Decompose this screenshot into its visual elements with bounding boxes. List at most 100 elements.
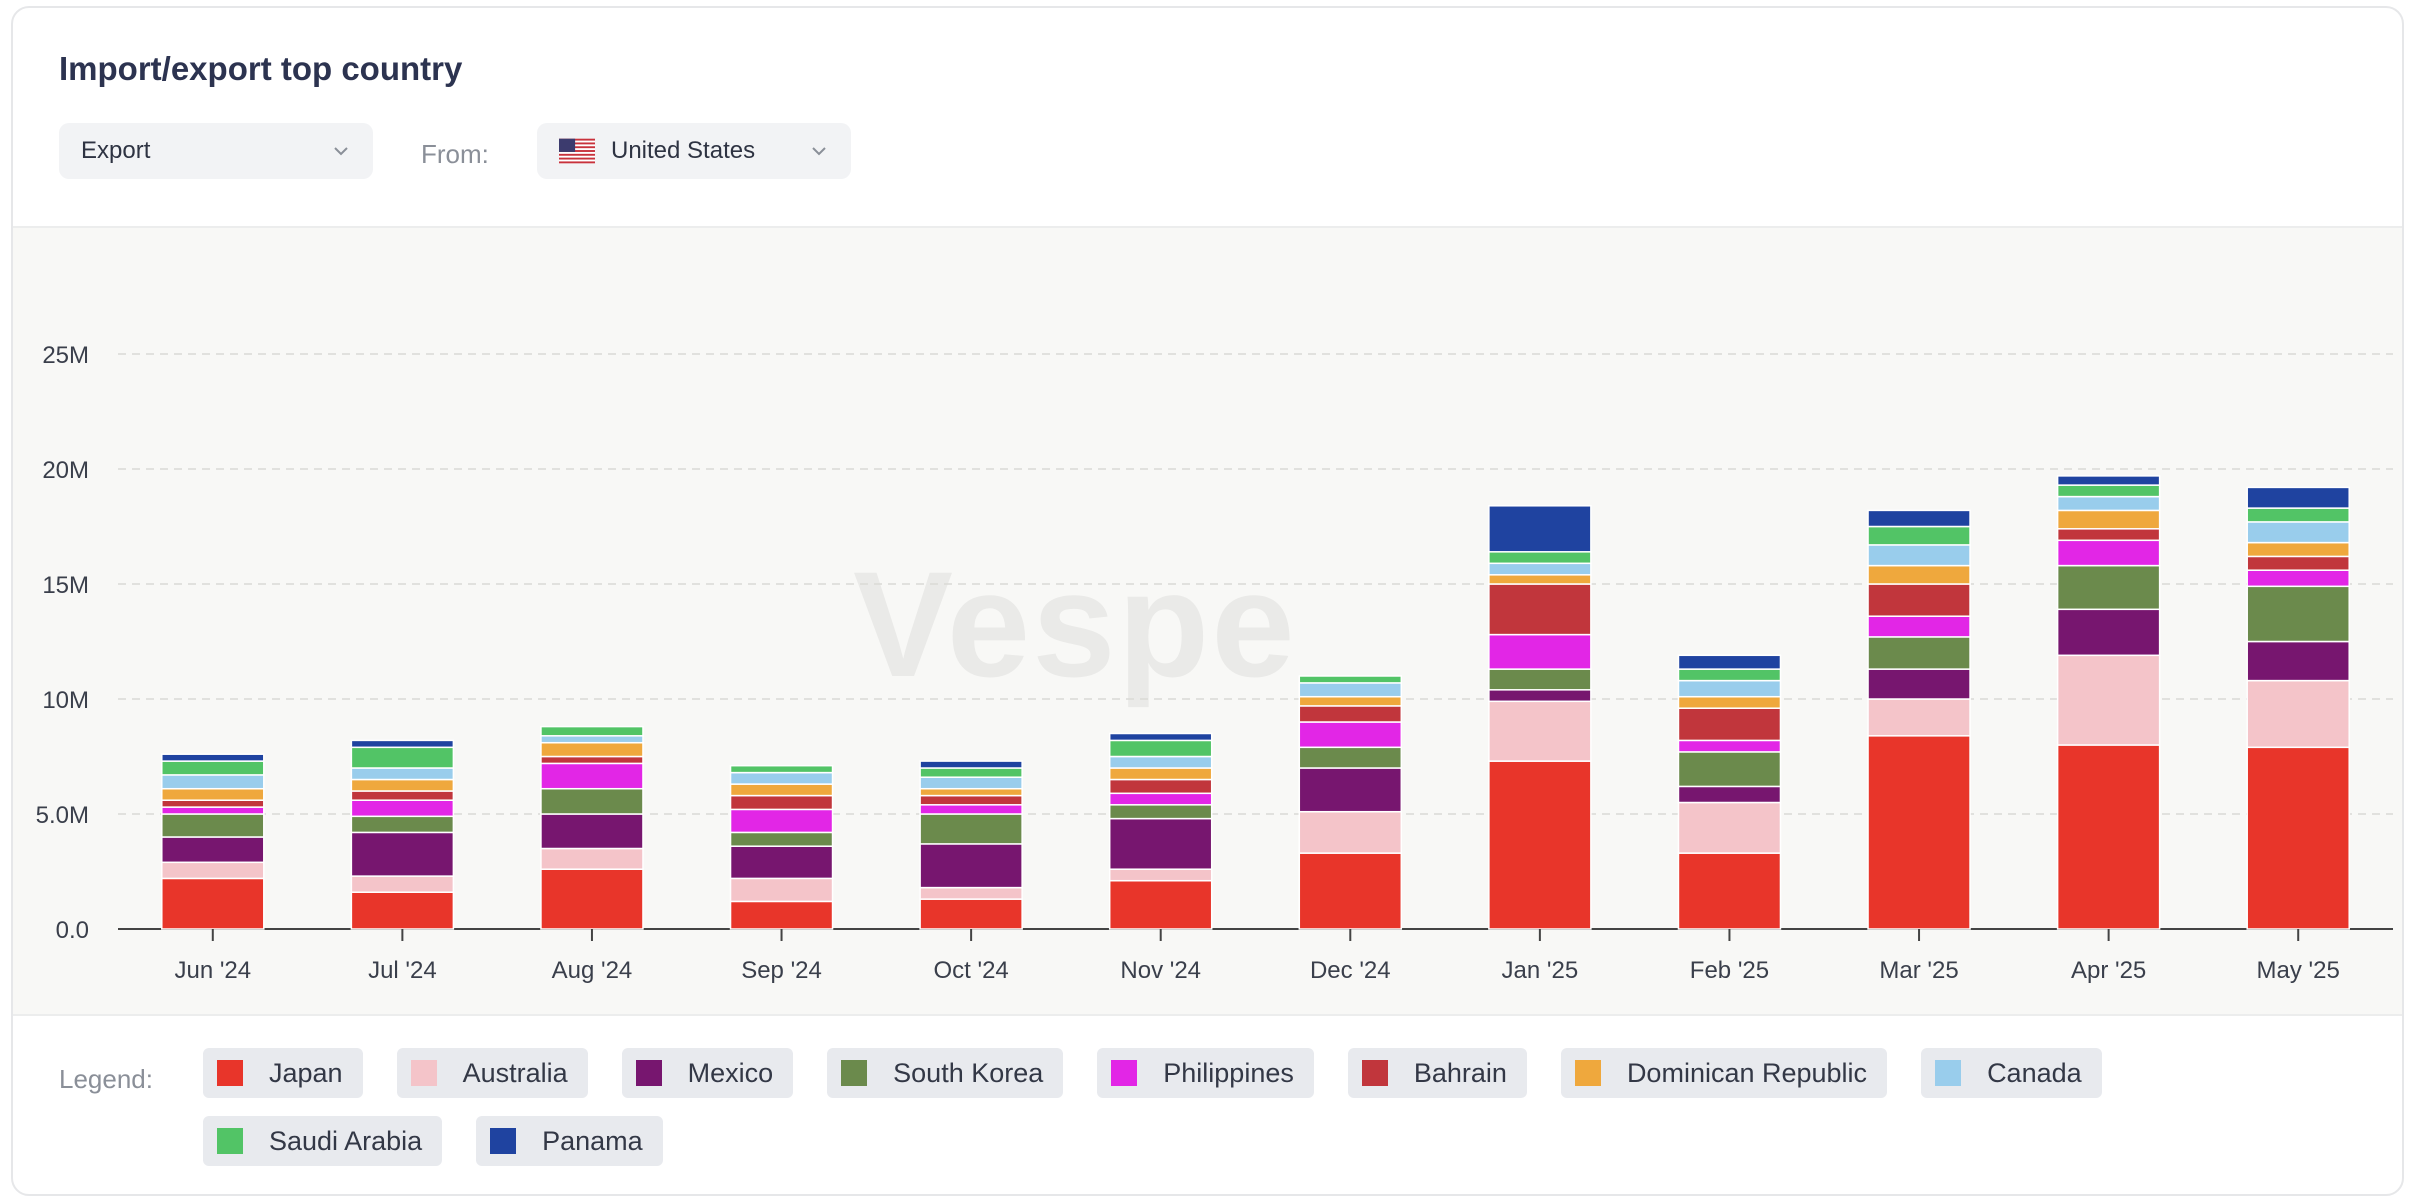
y-tick-label: 20M (42, 457, 89, 484)
legend-swatch (1574, 1060, 1601, 1086)
bar-segment (1298, 852, 1403, 930)
x-tick-label: Oct '24 (933, 957, 1008, 984)
bar-segment (2056, 484, 2161, 498)
bar-segment (350, 799, 455, 818)
bar-segment (729, 845, 834, 880)
bar-segment (1677, 852, 1782, 930)
bar-segment (1677, 785, 1782, 804)
bar-segment (1108, 792, 1213, 806)
bar-segment (2056, 528, 2161, 542)
legend-item-label: Japan (269, 1057, 343, 1088)
bar-segment (540, 735, 644, 744)
y-tick-label: 5.0M (36, 802, 89, 829)
bar-segment (1298, 721, 1403, 749)
bar-segment (161, 787, 265, 801)
bar-segment (2246, 507, 2350, 523)
bar-segment (919, 794, 1023, 806)
x-tick-label: Feb '25 (1690, 957, 1769, 984)
legend-item-label: Australia (462, 1057, 568, 1088)
legend-label: Legend: (59, 1064, 153, 1094)
bar-segment (1108, 755, 1213, 769)
legend-swatch (1361, 1060, 1388, 1086)
bar-segment (2246, 746, 2350, 930)
bar-segment (1108, 879, 1213, 930)
bar-segment (1677, 751, 1782, 788)
bar-segment (540, 813, 644, 850)
bar-segment (1108, 767, 1213, 781)
bar-segment (1867, 668, 1971, 700)
bar-segment (1867, 615, 1971, 638)
bar-segment (161, 836, 265, 864)
legend-swatch (635, 1060, 662, 1086)
y-tick-label: 25M (42, 342, 89, 369)
y-tick-label: 10M (42, 687, 89, 714)
bar-segment (350, 891, 455, 930)
legend-item[interactable]: Saudi Arabia (203, 1116, 443, 1166)
bar-segment (2056, 608, 2161, 657)
legend-item[interactable]: Mexico (621, 1048, 794, 1098)
bar-segment (1108, 868, 1213, 882)
bar-segment (1488, 505, 1592, 553)
legend-item-label: Bahrain (1413, 1057, 1507, 1088)
legend-swatch (490, 1128, 517, 1154)
chevron-down-icon (812, 147, 826, 156)
bar-segment (1488, 551, 1592, 565)
bar-segment (1488, 668, 1592, 691)
card-title: Import/export top country (59, 50, 463, 87)
bar-segment (1298, 746, 1403, 769)
legend-swatch (410, 1060, 437, 1086)
bar-segment (729, 794, 834, 811)
bar-segment (161, 861, 265, 880)
bar-segment (2246, 486, 2350, 509)
bar-segment (1298, 705, 1403, 723)
legend-item[interactable]: Australia (396, 1048, 588, 1098)
bar-segment (919, 776, 1023, 790)
legend-item[interactable]: Japan (203, 1048, 363, 1098)
bar-segment (1108, 817, 1213, 870)
bar-segment (1867, 525, 1971, 546)
y-tick-label: 0.0 (56, 917, 89, 944)
bar-segment (1488, 689, 1592, 703)
bar-segment (350, 746, 455, 769)
legend-item-label: Saudi Arabia (269, 1125, 423, 1156)
bar-segment (2246, 585, 2350, 643)
bar-segment (1108, 739, 1213, 758)
legend-item[interactable]: Canada (1921, 1048, 2102, 1098)
bar-segment (2246, 541, 2350, 558)
legend-item-label: Mexico (687, 1057, 774, 1088)
bar-segment (1677, 739, 1782, 753)
bar-segment (919, 804, 1023, 815)
bar-segment (729, 783, 834, 797)
bar-segment (2246, 555, 2350, 571)
x-tick-label: Apr '25 (2071, 957, 2146, 984)
bar-segment (1677, 679, 1782, 698)
bar-segment (350, 790, 455, 801)
watermark-logo: Vespe (853, 540, 1297, 708)
y-tick-label: 15M (42, 572, 89, 599)
legend-item[interactable]: Philippines (1097, 1048, 1314, 1098)
bar-segment (540, 787, 644, 815)
bar-segment (350, 778, 455, 792)
country-dropdown[interactable]: United States (537, 123, 851, 179)
bar-segment (1677, 707, 1782, 742)
x-tick-label: Aug '24 (552, 957, 633, 984)
bar-segment (919, 843, 1023, 889)
from-label: From: (421, 139, 489, 169)
bar-segment (350, 831, 455, 877)
stacked-bar-chart: 0.0 5.0M 10M 15M 20M 25M Jun '24 Jul '24 Aug '24… (36, 342, 2393, 984)
trade-type-dropdown[interactable]: Export (59, 123, 373, 179)
bar-segment (2246, 521, 2350, 544)
bar-segment (1108, 778, 1213, 795)
legend-item[interactable]: Bahrain (1347, 1048, 1527, 1098)
bar-segment (161, 753, 265, 762)
bar-segment (1867, 583, 1971, 617)
legend-item-label: Panama (542, 1125, 643, 1156)
bar-segment (350, 739, 455, 749)
bar-segment (729, 831, 834, 847)
legend-item[interactable]: South Korea (827, 1048, 1064, 1098)
bar-segment (729, 808, 834, 834)
bar-segment (1867, 564, 1971, 585)
bar-segment (2056, 539, 2161, 567)
legend-item[interactable]: Panama (476, 1116, 663, 1166)
legend-item[interactable]: Dominican Republic (1560, 1048, 1888, 1098)
